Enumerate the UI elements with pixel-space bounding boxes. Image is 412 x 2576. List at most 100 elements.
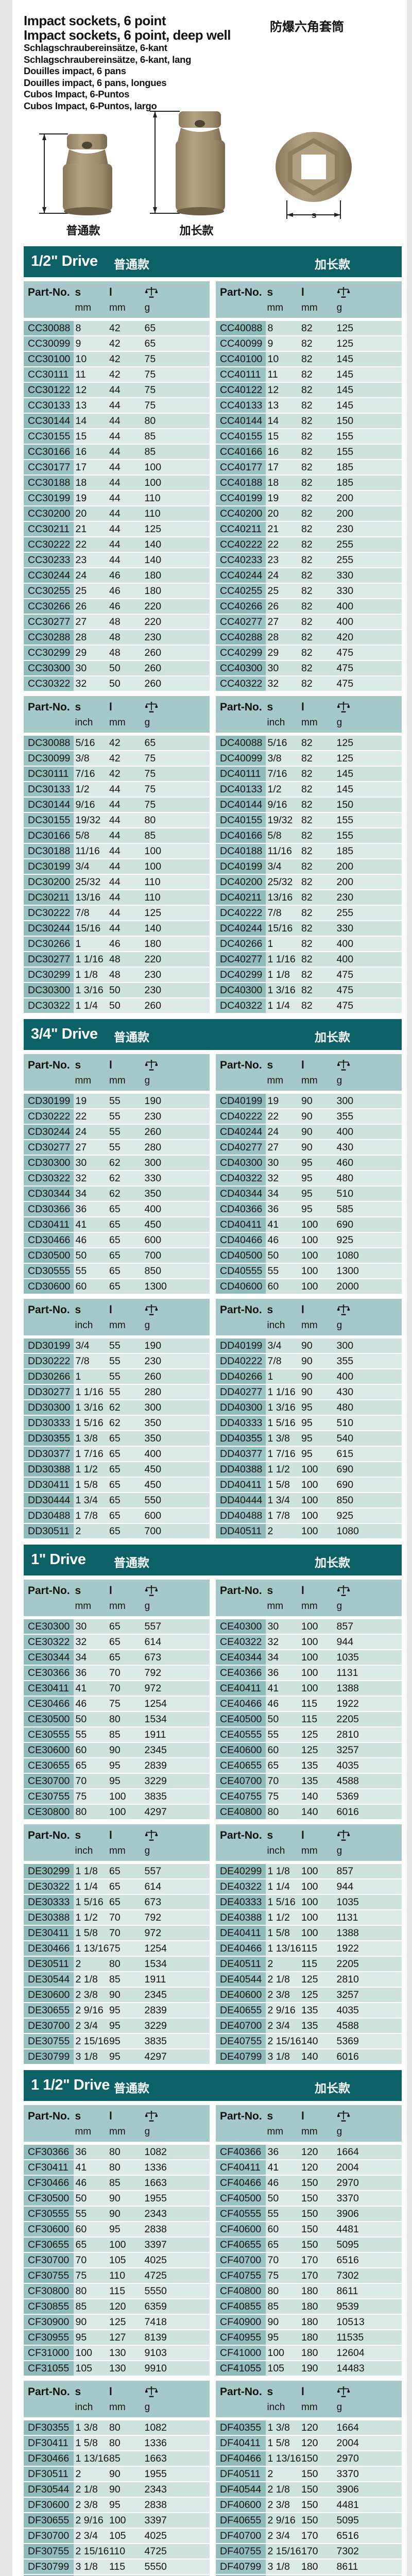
table-row: CD30600 60 65 1300	[24, 1279, 210, 1295]
table-rows: CD40199 19 90 300 CD40222 22 90 355 CD40244 24 90 4…	[216, 1093, 402, 1295]
cell-values: 65 95 2839	[74, 1758, 210, 1773]
cell-l: 55	[109, 1386, 121, 1398]
cell-s: 2	[267, 1525, 273, 1537]
cell-part-no: DF40799	[216, 2559, 266, 2574]
cell-weight: 1254	[144, 1942, 167, 1954]
cell-values: 16 82 155	[266, 444, 402, 459]
cell-values: 11 82 145	[266, 367, 402, 382]
cell-part-no: CE30700	[24, 1773, 74, 1788]
cell-part-no: CC40200	[216, 506, 266, 521]
cell-weight: 1131	[336, 1911, 358, 1923]
column-header-row: Part-No. s l	[24, 1585, 210, 1599]
cell-part-no: CE40322	[216, 1634, 266, 1649]
table-pair: Part-No. s l inch mm g DE30299 1 1/8 65 557 DE3032…	[24, 1824, 402, 2065]
cell-weight: 4481	[336, 2223, 359, 2235]
cell-values: 3/4 82 200	[266, 859, 402, 874]
cell-part-no: CE30344	[24, 1650, 74, 1665]
cell-weight: 145	[336, 368, 354, 380]
cell-s: 2 1/8	[267, 2483, 290, 2495]
table-row: DC40188 11/16 82 185	[216, 843, 402, 859]
cell-values: 105 130 9910	[74, 2361, 210, 2376]
page-subtitle: Douilles impact, 6 pans	[24, 65, 126, 77]
cell-s: 30	[267, 662, 279, 674]
col-weight	[337, 1304, 402, 1318]
cell-s: 1	[75, 938, 81, 950]
cell-weight: 4725	[144, 2269, 167, 2281]
table-rows: DC30088 5/16 42 65 DC30099 3/8 42 75 DC30111 7/16…	[24, 735, 210, 1014]
cell-s: 80	[75, 2285, 87, 2297]
cell-values: 1 13/16 85 1663	[74, 2451, 210, 2466]
cell-s: 1 1/8	[75, 1865, 98, 1877]
unit-g: g	[336, 302, 342, 313]
cell-values: 17 82 185	[266, 460, 402, 474]
socket-table-deep-well: Part-No. s l mm mm g CC40088 8 82 125 CC40099 9 82 12…	[216, 281, 402, 692]
unit-s: inch	[75, 717, 93, 728]
cell-values: 1 3/16 50 230	[74, 982, 210, 997]
cell-weight: 65	[144, 337, 156, 349]
cell-values: 95 180 11535	[266, 2330, 402, 2345]
cell-part-no: CC30288	[24, 630, 74, 645]
column-header-row: Part-No. s l	[24, 2386, 210, 2400]
table-row: DC40244 15/16 82 330	[216, 921, 402, 937]
cell-values: 2 15/16 95 3835	[74, 2033, 210, 2048]
col-weight	[145, 2386, 210, 2400]
cell-weight: 944	[336, 1636, 354, 1648]
cell-s: 13	[75, 399, 87, 411]
table-row: DE30466 1 13/16 75 1254	[24, 1941, 210, 1957]
cell-s: 22	[75, 1110, 87, 1122]
table-row: CC30211 21 44 125	[24, 521, 210, 537]
socket-table-deep-well: Part-No. s l mm mm g CE40300 30 100 857 CE40322 32 1…	[216, 1579, 402, 1820]
cell-l: 140	[301, 1806, 318, 1818]
cell-l: 44	[109, 523, 121, 535]
cell-weight: 1035	[336, 1896, 359, 1908]
col-weight	[337, 1585, 402, 1599]
cell-part-no: DE30388	[24, 1910, 74, 1925]
cell-s: 2 3/4	[267, 2020, 290, 2031]
table-row: CC40122 12 82 145	[216, 382, 402, 398]
cell-part-no: CF40366	[216, 2144, 266, 2159]
cell-values: 11/16 82 185	[266, 843, 402, 858]
cell-part-no: DC40300	[216, 982, 266, 997]
table-rows: DE40299 1 1/8 100 857 DE40322 1 1/4 100 944 DE40…	[216, 1863, 402, 2065]
cell-part-no: CD40322	[216, 1171, 266, 1185]
cell-weight: 180	[144, 569, 162, 581]
cell-part-no: DC40111	[216, 766, 266, 781]
cell-s: 8	[267, 322, 273, 334]
cell-values: 75 170 7302	[266, 2268, 402, 2283]
table-row: CC40266 26 82 400	[216, 599, 402, 615]
cell-part-no: DC40299	[216, 967, 266, 982]
unit-s: inch	[75, 2401, 93, 2413]
cell-l: 55	[109, 1110, 121, 1122]
table-row: DC30133 1/2 44 75	[24, 782, 210, 798]
cell-part-no: CF30655	[24, 2237, 74, 2252]
page-subtitle-block: Schlagschraubereinsätze, 6-kant Schlagsch…	[24, 42, 402, 112]
col-part-no: Part-No.	[28, 1303, 70, 1316]
cell-l: 90	[301, 1141, 313, 1153]
col-part-no: Part-No.	[220, 1303, 262, 1316]
unit-spacer	[24, 1845, 74, 1857]
cell-weight: 475	[336, 662, 354, 674]
cell-values: 60 125 3257	[266, 1742, 402, 1757]
unit-l: mm	[109, 1075, 126, 1086]
cell-part-no: CE40500	[216, 1711, 266, 1726]
cell-part-no: CF41055	[216, 2361, 266, 2376]
cell-part-no: DE30411	[24, 1925, 74, 1940]
col-l: l	[301, 2110, 304, 2122]
cell-part-no: DD30277	[24, 1384, 74, 1399]
cell-part-no: DF40511	[216, 2466, 266, 2481]
column-header-row: Part-No. s l	[24, 1304, 210, 1318]
cell-l: 100	[301, 1896, 318, 1908]
table-row: CF40366 36 120 1664	[216, 2144, 402, 2160]
cell-weight: 230	[144, 1110, 162, 1122]
section-header-bar: 3/4" Drive 普通款 加长款	[24, 1019, 402, 1050]
cell-weight: 400	[336, 1126, 354, 1138]
table-row: DC30199 3/4 44 100	[24, 859, 210, 875]
cell-values: 36 70 792	[74, 1665, 210, 1680]
cell-l: 82	[301, 368, 313, 380]
scale-icon	[145, 1059, 158, 1071]
scale-icon	[145, 1304, 158, 1315]
cell-values: 50 80 1534	[74, 1711, 210, 1726]
cell-l: 100	[109, 1790, 126, 1802]
socket-table-standard: Part-No. s l inch mm g DD30199 3/4 55 190 DD30222 7…	[24, 1298, 210, 1539]
cell-values: 70 135 4588	[266, 1773, 402, 1788]
